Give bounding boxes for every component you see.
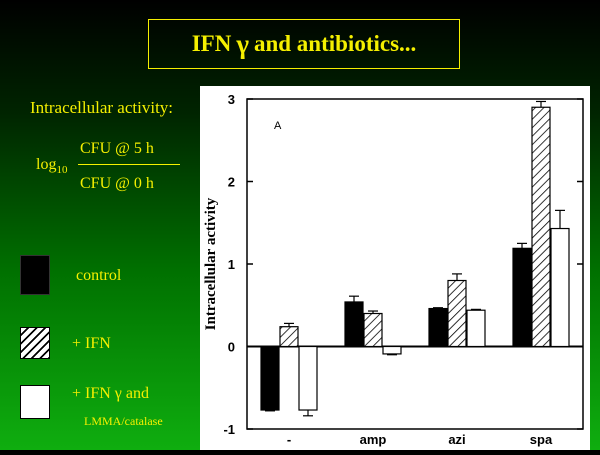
log-label: log10 xyxy=(36,156,67,176)
measure-heading: Intracellular activity: xyxy=(30,98,174,117)
bar xyxy=(363,312,383,348)
bar xyxy=(382,345,402,355)
fraction-denominator: CFU @ 0 h xyxy=(80,175,154,192)
slide-title: IFN γ and antibiotics... xyxy=(148,19,460,69)
y-tick-label: 1 xyxy=(228,257,235,272)
bar xyxy=(344,301,364,348)
y-tick-label: 3 xyxy=(228,92,235,107)
y-tick-label: -1 xyxy=(223,422,235,437)
x-tick-label: amp xyxy=(360,432,387,447)
bar xyxy=(466,309,486,348)
title-gamma: γ xyxy=(236,28,249,59)
bar xyxy=(298,345,318,411)
x-tick-label: spa xyxy=(530,432,553,447)
y-tick-label: 0 xyxy=(228,340,235,355)
title-suffix: and antibiotics... xyxy=(253,31,417,56)
bar xyxy=(550,227,570,348)
log-base: log xyxy=(36,156,57,173)
bar-chart: -1 0 1 2 3 A Intracellular activity - amp azi spa xyxy=(203,92,584,447)
y-axis-label: Intracellular activity xyxy=(203,197,219,330)
legend-label-lmma-line2: LMMA/catalase xyxy=(84,414,163,428)
legend-swatch-lmma xyxy=(20,385,50,419)
bar xyxy=(279,326,299,348)
fraction-numerator: CFU @ 5 h xyxy=(80,140,154,157)
bar xyxy=(428,307,448,348)
bar xyxy=(447,279,467,348)
legend-swatch-ifn xyxy=(20,327,50,359)
chart-panel: -1 0 1 2 3 A Intracellular activity - amp azi spa xyxy=(200,86,590,450)
x-tick-label: azi xyxy=(448,432,465,447)
fraction-bar xyxy=(78,164,180,165)
y-tick-label: 2 xyxy=(228,175,235,190)
log-subscript: 10 xyxy=(56,164,68,177)
legend-label-control: control xyxy=(76,267,122,284)
legend-label-lmma-line1: + IFN γ and xyxy=(72,385,149,402)
bar xyxy=(260,345,280,411)
bar xyxy=(531,106,551,348)
legend-label-ifn: + IFN xyxy=(72,335,111,352)
x-tick-label: - xyxy=(287,432,291,447)
title-prefix: IFN xyxy=(191,31,232,56)
panel-label: A xyxy=(274,120,282,132)
legend-swatch-control xyxy=(20,255,50,295)
bar xyxy=(512,247,532,348)
